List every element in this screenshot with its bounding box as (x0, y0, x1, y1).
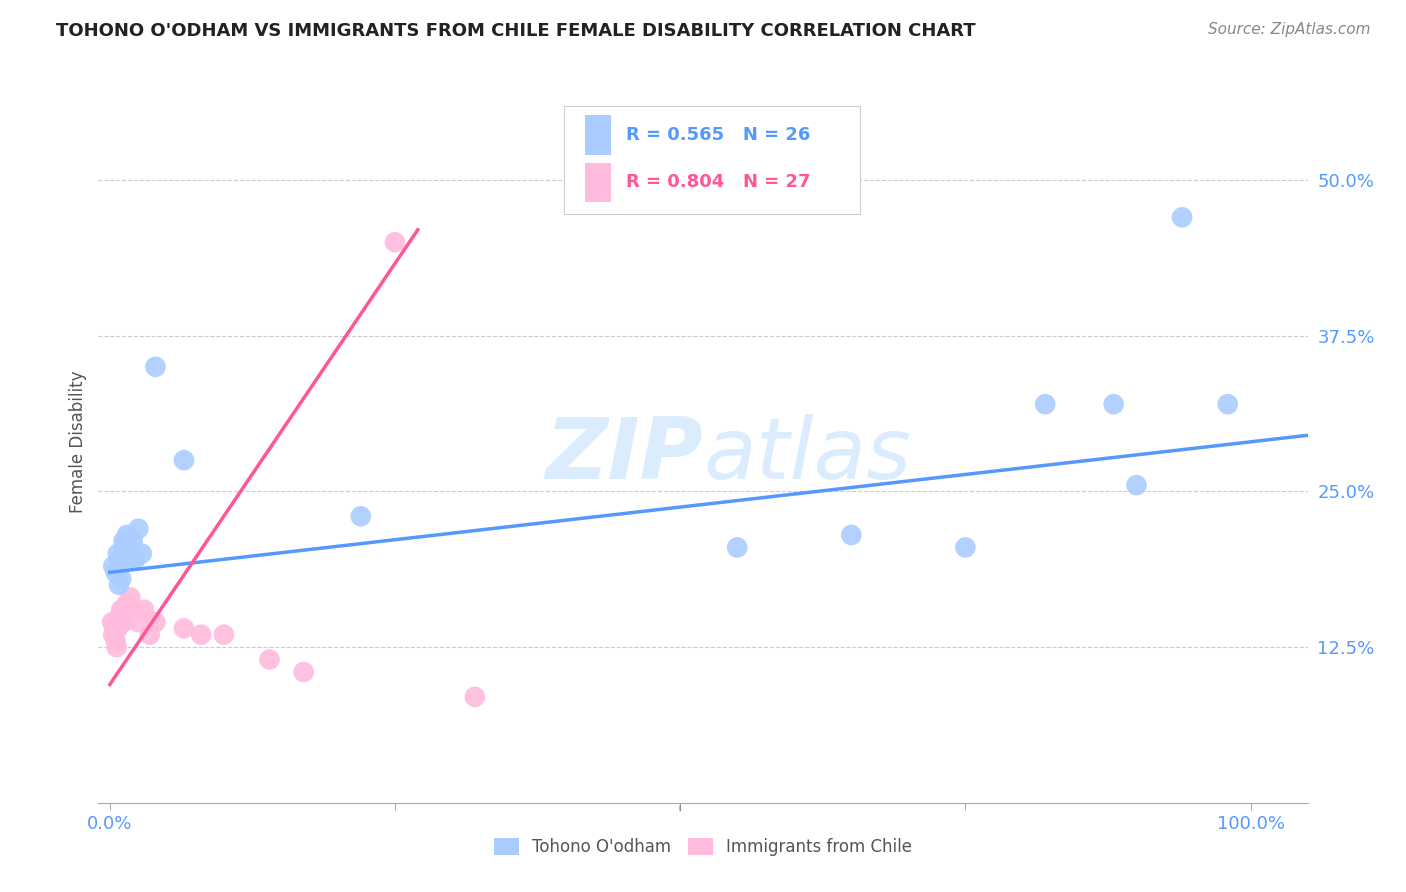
Text: R = 0.804   N = 27: R = 0.804 N = 27 (626, 173, 810, 192)
Point (112, 534, 135, 549)
FancyBboxPatch shape (585, 115, 612, 154)
Point (104, 566, 127, 580)
Legend: Tohono O'odham, Immigrants from Chile: Tohono O'odham, Immigrants from Chile (486, 831, 920, 863)
Text: Source: ZipAtlas.com: Source: ZipAtlas.com (1208, 22, 1371, 37)
Point (107, 547, 129, 561)
Point (120, 591, 142, 605)
Point (105, 640, 128, 654)
Point (114, 541, 136, 555)
Point (112, 615, 135, 630)
Point (111, 615, 134, 630)
Point (173, 453, 195, 467)
Point (384, 235, 406, 250)
Point (120, 553, 142, 567)
Text: ZIP: ZIP (546, 415, 703, 498)
Point (115, 597, 138, 611)
Point (1125, 478, 1147, 492)
Point (955, 541, 977, 555)
Point (259, 652, 281, 666)
Point (1171, 211, 1194, 225)
Point (110, 603, 132, 617)
Point (108, 578, 131, 592)
Point (110, 572, 132, 586)
Text: atlas: atlas (703, 415, 911, 498)
Point (350, 509, 373, 524)
Point (131, 547, 153, 561)
Point (139, 627, 162, 641)
Point (108, 553, 131, 567)
Text: TOHONO O'ODHAM VS IMMIGRANTS FROM CHILE FEMALE DISABILITY CORRELATION CHART: TOHONO O'ODHAM VS IMMIGRANTS FROM CHILE … (56, 22, 976, 40)
Point (107, 621, 129, 635)
Point (1216, 397, 1239, 411)
FancyBboxPatch shape (564, 105, 860, 214)
Point (117, 547, 139, 561)
Point (464, 690, 486, 704)
Point (124, 553, 146, 567)
Point (190, 627, 212, 641)
Point (127, 522, 149, 536)
Point (114, 603, 136, 617)
Point (103, 627, 125, 641)
Point (103, 621, 125, 635)
Point (108, 615, 131, 630)
Point (1102, 397, 1125, 411)
Point (839, 528, 862, 542)
Point (104, 633, 127, 648)
Point (103, 559, 125, 574)
Point (173, 621, 195, 635)
Point (212, 627, 235, 641)
Point (121, 603, 143, 617)
Point (725, 541, 748, 555)
Point (121, 534, 143, 549)
Point (292, 665, 315, 679)
Point (115, 528, 138, 542)
Point (108, 609, 131, 624)
Point (127, 615, 149, 630)
Point (117, 603, 139, 617)
Point (101, 615, 124, 630)
Point (132, 603, 155, 617)
FancyBboxPatch shape (585, 162, 612, 202)
Point (1033, 397, 1056, 411)
Point (145, 615, 167, 630)
Y-axis label: Female Disability: Female Disability (69, 370, 87, 513)
Point (145, 359, 167, 374)
Text: R = 0.565   N = 26: R = 0.565 N = 26 (626, 126, 810, 144)
